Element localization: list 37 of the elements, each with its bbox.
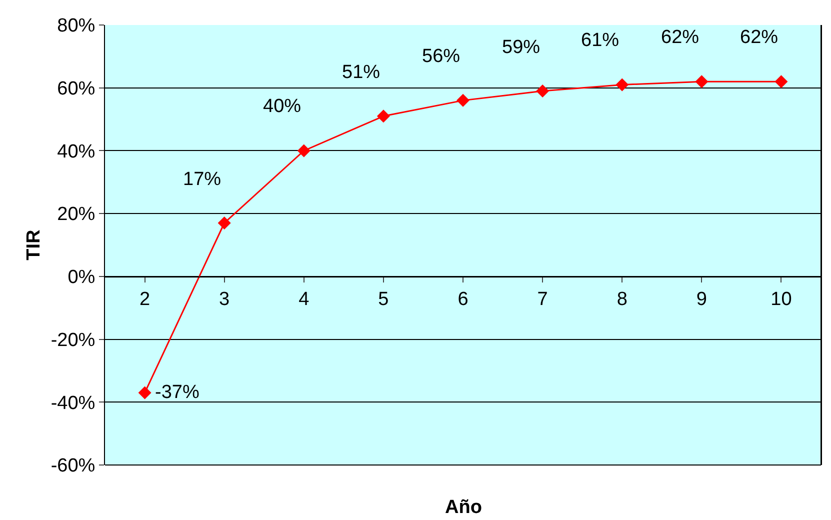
data-label: -37%	[155, 382, 200, 403]
data-label: 59%	[502, 37, 540, 58]
point	[376, 110, 390, 123]
y-tick-label: 40%	[57, 141, 96, 162]
y-tick-label: -60%	[50, 456, 96, 477]
point	[616, 78, 629, 92]
x-tick-label: 3	[219, 289, 230, 310]
y-tick-label: 80%	[57, 16, 96, 37]
x-tick-label: 6	[458, 289, 468, 310]
x-tick-label: 7	[537, 289, 548, 310]
x-tick-label: 5	[378, 289, 389, 310]
x-tick-label: 4	[298, 289, 310, 310]
data-label: 56%	[422, 46, 460, 67]
data-label: 62%	[661, 27, 700, 48]
y-tick-label: 0%	[68, 267, 96, 288]
data-label: 17%	[183, 169, 222, 190]
data-label: 61%	[581, 30, 620, 51]
y-tick-label: 60%	[57, 78, 96, 100]
y-tick-label: 20%	[57, 204, 96, 226]
point	[774, 75, 788, 88]
point	[695, 75, 708, 88]
data-label: 51%	[342, 62, 380, 83]
x-tick-label: 10	[770, 289, 792, 310]
point	[218, 216, 231, 230]
x-tick-label: 2	[139, 289, 150, 310]
y-axis-title: TIR	[24, 229, 45, 260]
x-axis-title: Año	[445, 497, 482, 518]
x-tick-label: 8	[616, 289, 628, 310]
data-label: 62%	[740, 27, 778, 48]
point	[456, 94, 470, 107]
point	[297, 144, 310, 158]
point	[536, 84, 550, 98]
y-tick-label: -20%	[50, 330, 96, 351]
data-label: 40%	[263, 96, 302, 117]
y-tick-label: -40%	[50, 392, 96, 414]
point	[138, 386, 152, 400]
x-tick-label: 9	[696, 289, 707, 310]
